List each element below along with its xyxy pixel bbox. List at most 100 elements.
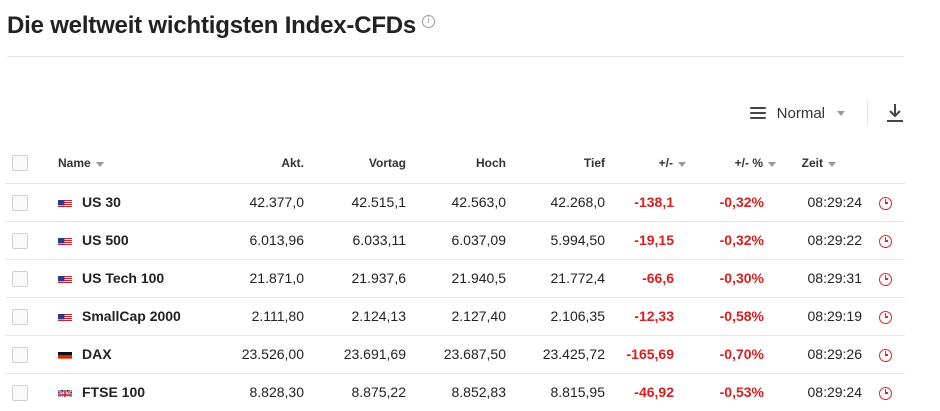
index-name-link[interactable]: US 30 [82, 194, 121, 210]
table-toolbar: Normal [749, 101, 904, 125]
row-checkbox[interactable] [12, 232, 28, 249]
flag-us-icon [58, 311, 72, 321]
clock-icon[interactable] [879, 234, 892, 248]
akt-value: 8.828,30 [210, 373, 306, 411]
change-value: -165,69 [605, 335, 686, 374]
zeit-value: 08:29:19 [776, 297, 866, 336]
tief-value: 21.772,4 [506, 259, 605, 298]
name-cell[interactable]: DAX [47, 335, 210, 374]
change-value: -138,1 [605, 183, 686, 222]
clock-icon[interactable] [879, 386, 892, 400]
row-checkbox[interactable] [12, 194, 28, 211]
name-cell[interactable]: SmallCap 2000 [47, 297, 210, 336]
change-value: -12,33 [605, 297, 686, 336]
column-header-change[interactable]: +/- [605, 144, 686, 184]
table-row[interactable]: US 500 6.013,96 6.033,11 6.037,09 5.994,50 -1… [5, 221, 905, 260]
index-name-link[interactable]: US 500 [82, 232, 129, 248]
name-cell[interactable]: US 30 [47, 183, 210, 222]
table-row[interactable]: SmallCap 2000 2.111,80 2.124,13 2.127,40 2.1… [5, 297, 905, 336]
page-header: Die weltweit wichtigsten Index-CFDs i [7, 10, 436, 42]
index-name-link[interactable]: US Tech 100 [82, 270, 165, 286]
tief-value: 42.268,0 [506, 183, 605, 222]
change-pct-value: -0,32% [686, 183, 776, 222]
clock-icon[interactable] [879, 272, 892, 286]
akt-value: 21.871,0 [210, 259, 306, 298]
change-value: -66,6 [605, 259, 686, 298]
select-all-checkbox[interactable] [12, 155, 28, 172]
tief-value: 23.425,72 [506, 335, 605, 374]
change-pct-value: -0,32% [686, 221, 776, 260]
change-value: -19,15 [605, 221, 686, 260]
alert-cell [866, 297, 905, 336]
column-header-zeit-label: Zeit [801, 156, 823, 171]
index-name-link[interactable]: FTSE 100 [82, 384, 146, 400]
row-checkbox[interactable] [12, 346, 28, 363]
vortag-value: 2.124,13 [306, 297, 406, 336]
change-value: -46,92 [605, 373, 686, 411]
hoch-value: 42.563,0 [406, 183, 506, 222]
change-pct-value: -0,30% [686, 259, 776, 298]
hoch-value: 8.852,83 [406, 373, 506, 411]
table-row[interactable]: FTSE 100 8.828,30 8.875,22 8.852,83 8.815,95… [5, 373, 905, 411]
view-select[interactable]: Normal [749, 104, 845, 122]
vortag-value: 8.875,22 [306, 373, 406, 411]
list-icon [749, 107, 766, 119]
flag-us-icon [58, 197, 72, 207]
index-cfd-table: Name Akt. Vortag Hoch Tief +/- +/- % Zei… [5, 144, 905, 411]
page-title: Die weltweit wichtigsten Index-CFDs [7, 12, 417, 39]
name-cell[interactable]: US Tech 100 [47, 259, 210, 298]
column-header-akt-label: Akt. [281, 156, 304, 171]
table-row[interactable]: US 30 42.377,0 42.515,1 42.563,0 42.268,0 -13… [5, 183, 905, 222]
row-select-cell [5, 183, 47, 222]
column-header-zeit[interactable]: Zeit [776, 144, 866, 184]
row-select-cell [5, 259, 47, 298]
table-row[interactable]: DAX 23.526,00 23.691,69 23.687,50 23.425,72-… [5, 335, 905, 374]
zeit-value: 08:29:26 [776, 335, 866, 374]
akt-value: 42.377,0 [210, 183, 306, 222]
vortag-value: 42.515,1 [306, 183, 406, 222]
row-checkbox[interactable] [12, 270, 28, 287]
hoch-value: 6.037,09 [406, 221, 506, 260]
info-icon[interactable]: i [422, 15, 436, 28]
alert-cell [866, 183, 905, 222]
name-cell[interactable]: US 500 [47, 221, 210, 260]
clock-icon[interactable] [879, 348, 892, 362]
name-cell[interactable]: FTSE 100 [47, 373, 210, 411]
title-divider [7, 56, 904, 57]
tief-value: 8.815,95 [506, 373, 605, 411]
index-name-link[interactable]: SmallCap 2000 [82, 308, 181, 324]
column-header-alert [866, 144, 905, 184]
index-name-link[interactable]: DAX [82, 346, 112, 362]
view-select-label: Normal [776, 104, 825, 122]
akt-value: 23.526,00 [210, 335, 306, 374]
zeit-value: 08:29:24 [776, 183, 866, 222]
flag-us-icon [58, 235, 72, 245]
change-pct-value: -0,70% [686, 335, 776, 374]
zeit-value: 08:29:31 [776, 259, 866, 298]
vortag-value: 21.937,6 [306, 259, 406, 298]
row-checkbox[interactable] [12, 308, 28, 325]
column-header-hoch-label: Hoch [476, 156, 506, 171]
sort-caret-icon [95, 161, 104, 167]
alert-cell [866, 335, 905, 374]
column-header-name[interactable]: Name [47, 144, 210, 184]
tief-value: 2.106,35 [506, 297, 605, 336]
column-header-change-label: +/- [658, 156, 673, 171]
clock-icon[interactable] [879, 196, 892, 210]
hoch-value: 2.127,40 [406, 297, 506, 336]
clock-icon[interactable] [879, 310, 892, 324]
column-header-vortag-label: Vortag [368, 156, 406, 171]
vortag-value: 23.691,69 [306, 335, 406, 374]
tief-value: 5.994,50 [506, 221, 605, 260]
column-header-change-pct[interactable]: +/- % [686, 144, 776, 184]
sort-caret-icon [768, 161, 776, 167]
flag-us-icon [58, 273, 72, 283]
table-row[interactable]: US Tech 100 21.871,0 21.937,6 21.940,5 21.77… [5, 259, 905, 298]
row-checkbox[interactable] [12, 384, 28, 401]
column-header-akt: Akt. [210, 144, 306, 184]
download-button[interactable] [886, 103, 904, 123]
column-header-tief: Tief [506, 144, 605, 184]
flag-de-icon [58, 349, 72, 359]
toolbar-divider [867, 101, 868, 125]
zeit-value: 08:29:22 [776, 221, 866, 260]
